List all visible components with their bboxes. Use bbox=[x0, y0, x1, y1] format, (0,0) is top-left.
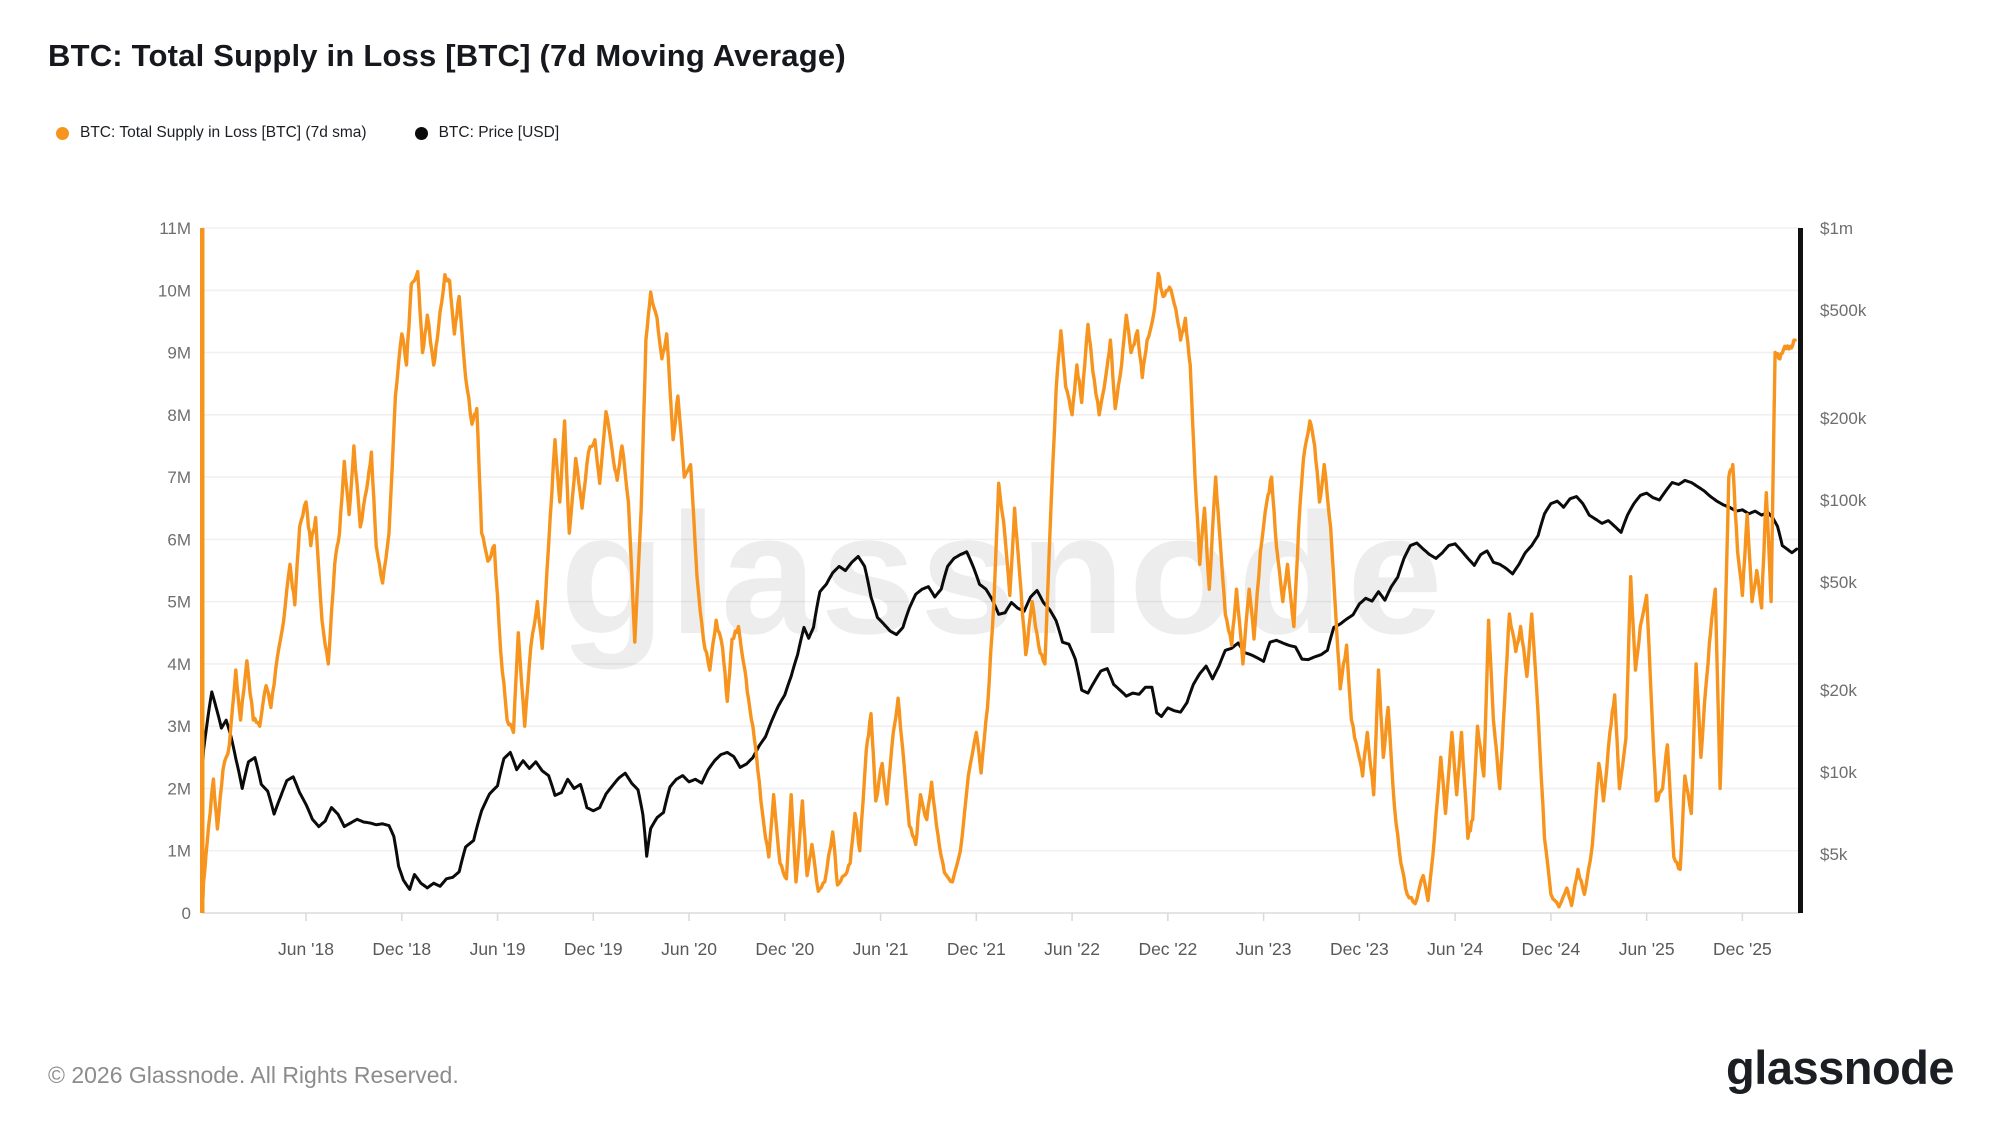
legend-dot-orange-icon bbox=[56, 126, 69, 140]
y-axis-left-spine bbox=[200, 228, 205, 913]
x-tick-label: Dec '25 bbox=[1713, 939, 1772, 959]
chart-legend: BTC: Total Supply in Loss [BTC] (7d sma)… bbox=[56, 124, 559, 142]
x-tick-label: Dec '21 bbox=[947, 939, 1006, 959]
x-tick-label: Dec '24 bbox=[1521, 939, 1580, 959]
y-left-tick-label: 2M bbox=[167, 779, 191, 798]
glassnode-logo: glassnode bbox=[1726, 1041, 1954, 1094]
y-axis-right-labels: $1m $500k $200k $100k $50k $20k $10k $5k bbox=[1820, 219, 1867, 864]
x-tick-label: Dec '23 bbox=[1330, 939, 1389, 959]
y-left-tick-label: 7M bbox=[167, 468, 191, 487]
y-right-tick-label: $20k bbox=[1820, 681, 1857, 700]
x-tick-label: Dec '18 bbox=[372, 939, 431, 959]
x-tick-label: Dec '20 bbox=[755, 939, 814, 959]
y-left-tick-label: 5M bbox=[167, 593, 191, 612]
y-axis-left-labels: 0 1M 2M 3M 4M 5M 6M 7M 8M 9M 10M 11M bbox=[158, 219, 191, 923]
x-tick-label: Dec '22 bbox=[1138, 939, 1197, 959]
legend-dot-black-icon bbox=[414, 126, 428, 140]
y-left-tick-label: 8M bbox=[167, 406, 191, 425]
x-tick-label: Jun '19 bbox=[470, 939, 526, 959]
y-right-tick-label: $200k bbox=[1820, 409, 1867, 428]
page-title: BTC: Total Supply in Loss [BTC] (7d Movi… bbox=[48, 38, 846, 73]
y-right-tick-label: $5k bbox=[1820, 845, 1848, 864]
y-left-tick-label: 10M bbox=[158, 281, 191, 300]
legend-item-price[interactable]: BTC: Price [USD] bbox=[414, 124, 560, 142]
y-left-tick-label: 3M bbox=[167, 717, 191, 736]
y-right-tick-label: $500k bbox=[1820, 301, 1867, 320]
x-tick-label: Jun '22 bbox=[1044, 939, 1100, 959]
x-tick-label: Jun '23 bbox=[1236, 939, 1292, 959]
y-right-tick-label: $100k bbox=[1820, 491, 1867, 510]
y-left-tick-label: 1M bbox=[167, 842, 191, 861]
y-axis-right-spine bbox=[1798, 228, 1803, 913]
legend-label-price: BTC: Price [USD] bbox=[438, 124, 560, 141]
x-axis-labels: Jun '18 Dec '18 Jun '19 Dec '19 Jun '20 Dec '… bbox=[278, 913, 1772, 959]
legend-label-supply-in-loss: BTC: Total Supply in Loss [BTC] (7d sma) bbox=[80, 124, 367, 141]
y-left-tick-label: 0 bbox=[182, 904, 191, 923]
y-right-tick-label: $10k bbox=[1820, 763, 1857, 782]
copyright-text: © 2026 Glassnode. All Rights Reserved. bbox=[48, 1062, 459, 1088]
x-tick-label: Jun '24 bbox=[1427, 939, 1483, 959]
y-left-tick-label: 11M bbox=[159, 219, 191, 238]
y-left-tick-label: 4M bbox=[167, 655, 191, 674]
x-tick-label: Jun '18 bbox=[278, 939, 334, 959]
y-left-tick-label: 6M bbox=[167, 530, 191, 549]
y-right-tick-label: $1m bbox=[1820, 219, 1853, 238]
y-right-tick-label: $50k bbox=[1820, 573, 1857, 592]
series-line-supply-in-loss bbox=[201, 269, 1797, 909]
x-tick-label: Jun '25 bbox=[1619, 939, 1675, 959]
legend-item-supply-in-loss[interactable]: BTC: Total Supply in Loss [BTC] (7d sma) bbox=[56, 124, 367, 142]
y-left-tick-label: 9M bbox=[167, 344, 191, 363]
x-tick-label: Dec '19 bbox=[564, 939, 623, 959]
x-tick-label: Jun '21 bbox=[853, 939, 909, 959]
x-tick-label: Jun '20 bbox=[661, 939, 717, 959]
gridlines bbox=[202, 227, 1800, 914]
series-line-price bbox=[201, 478, 1799, 891]
